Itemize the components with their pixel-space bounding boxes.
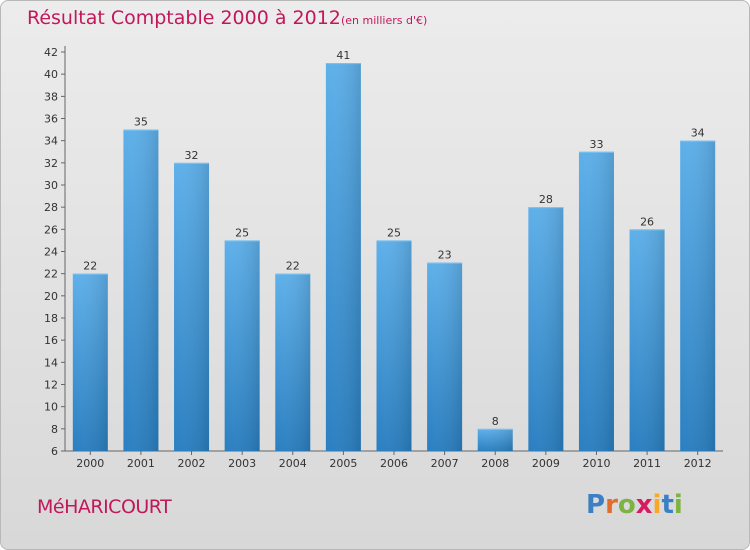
- y-tick-label: 6: [51, 445, 58, 458]
- data-label: 35: [134, 116, 148, 129]
- y-tick-label: 28: [44, 201, 58, 214]
- y-tick-label: 30: [44, 179, 58, 192]
- y-tick-label: 32: [44, 157, 58, 170]
- bar-shade: [477, 428, 513, 451]
- bar-shade: [275, 273, 311, 451]
- chart-bars: [72, 63, 716, 452]
- x-tick-label: 2002: [178, 457, 206, 470]
- bar-shade: [629, 229, 665, 451]
- bar-shade: [123, 129, 159, 452]
- data-label: 32: [185, 149, 199, 162]
- data-label: 34: [691, 127, 705, 140]
- data-label: 8: [492, 415, 499, 428]
- chart-data-labels: 22 35 32 25 22 41 25 23 8 28 33 26 34: [83, 49, 704, 428]
- y-tick-label: 8: [51, 423, 58, 436]
- bar-shade: [376, 240, 412, 451]
- x-tick-label: 2009: [532, 457, 560, 470]
- x-tick-label: 2001: [127, 457, 155, 470]
- proxiti-logo: Proxiti: [586, 490, 683, 520]
- bar-shade: [174, 162, 210, 452]
- data-label: 28: [539, 193, 553, 206]
- y-tick-label: 34: [44, 135, 58, 148]
- x-tick-label: 2006: [380, 457, 408, 470]
- data-label: 26: [640, 215, 654, 228]
- x-tick-label: 2005: [329, 457, 357, 470]
- bar-shade: [224, 240, 260, 451]
- commune-name: MéHARICOURT: [37, 496, 172, 518]
- x-tick-label: 2007: [431, 457, 459, 470]
- y-tick-label: 10: [44, 401, 58, 414]
- y-tick-label: 26: [44, 223, 58, 236]
- x-tick-label: 2004: [279, 457, 307, 470]
- y-tick-label: 16: [44, 334, 58, 347]
- y-tick-label: 18: [44, 312, 58, 325]
- logo-letter: o: [617, 490, 636, 520]
- chart-title: Résultat Comptable 2000 à 2012: [27, 7, 341, 29]
- bar-shade: [72, 273, 108, 451]
- data-label: 33: [589, 138, 603, 151]
- bar-shade: [325, 63, 361, 451]
- x-tick-label: 2003: [228, 457, 256, 470]
- y-tick-label: 42: [44, 46, 58, 59]
- data-label: 22: [83, 260, 97, 273]
- y-tick-label: 20: [44, 290, 58, 303]
- bar-shade: [528, 207, 564, 451]
- logo-letter: P: [586, 490, 606, 520]
- bar-shade: [680, 140, 716, 451]
- y-tick-label: 12: [44, 379, 58, 392]
- data-label: 22: [286, 260, 300, 273]
- y-tick-label: 14: [44, 356, 58, 369]
- y-tick-label: 24: [44, 246, 58, 259]
- data-label: 25: [387, 226, 401, 239]
- logo-letter: x: [635, 490, 653, 520]
- logo-letter: t: [661, 490, 674, 520]
- bar-shade: [578, 151, 614, 451]
- x-tick-label: 2008: [481, 457, 509, 470]
- y-tick-label: 40: [44, 68, 58, 81]
- x-tick-label: 2011: [633, 457, 661, 470]
- logo-letter: r: [605, 490, 618, 520]
- bar-shade: [427, 262, 463, 451]
- data-label: 25: [235, 226, 249, 239]
- x-tick-label: 2012: [684, 457, 712, 470]
- y-tick-label: 22: [44, 268, 58, 281]
- y-tick-label: 38: [44, 90, 58, 103]
- x-tick-label: 2000: [76, 457, 104, 470]
- x-tick-label: 2010: [582, 457, 610, 470]
- chart-subtitle: (en milliers d'€): [341, 14, 428, 27]
- data-label: 41: [336, 49, 350, 62]
- logo-letter: i: [652, 490, 662, 520]
- y-tick-label: 36: [44, 113, 58, 126]
- data-label: 23: [438, 249, 452, 262]
- logo-letter: i: [673, 490, 683, 520]
